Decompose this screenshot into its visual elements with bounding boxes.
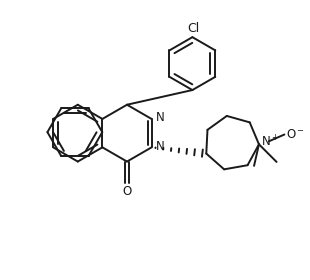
Text: O: O [122,185,132,198]
Text: N: N [156,140,164,153]
Text: N$^+$: N$^+$ [261,135,279,150]
Text: Cl: Cl [187,22,200,35]
Text: N: N [156,111,164,125]
Text: O$^-$: O$^-$ [286,128,305,141]
